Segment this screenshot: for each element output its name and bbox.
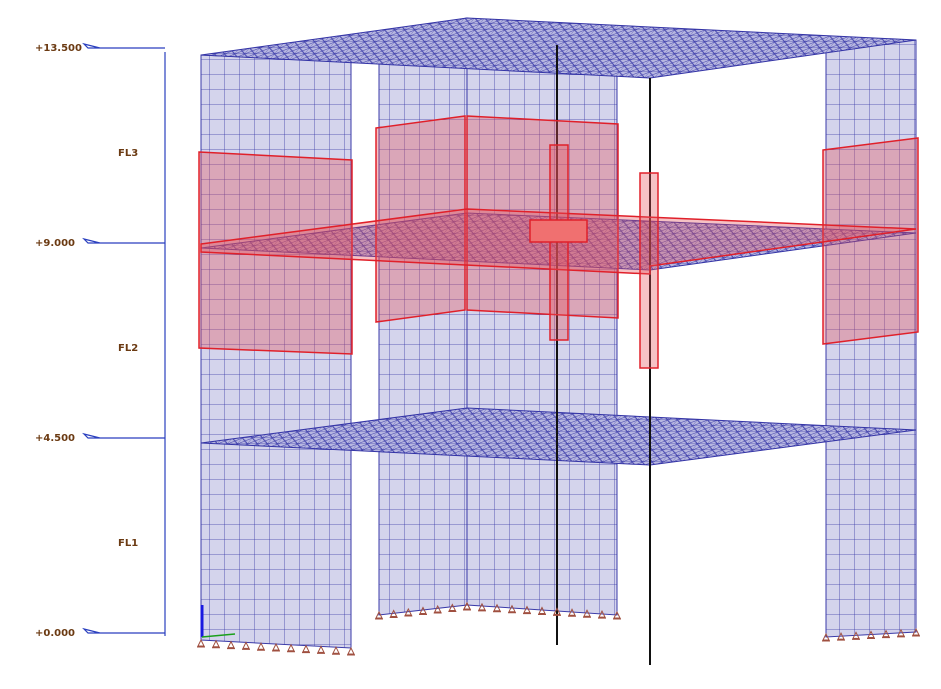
selection [198,115,919,369]
selected-block [529,219,588,243]
support [317,645,325,654]
support [272,642,280,652]
level-label: +0.000 [35,628,75,639]
support [375,610,383,620]
labels: +13.500 +9.000 +4.500 +0.000 FL3 FL2 FL1 [35,43,138,639]
support [613,610,621,620]
support [242,641,250,650]
floor-label: FL3 [118,148,138,159]
level-marker [82,432,165,439]
support [508,604,516,614]
support [287,643,295,653]
support [478,602,486,612]
support [568,608,576,617]
support [837,632,845,641]
level-label: +9.000 [35,238,75,249]
slab [200,407,917,466]
support [257,642,265,651]
support [822,632,830,642]
support [897,628,905,638]
slab [200,17,917,79]
support [538,606,546,615]
support [867,630,875,639]
support [389,609,398,618]
level-marker [82,627,165,634]
supports [197,601,920,656]
support [448,603,457,612]
support [852,631,860,640]
support [212,639,220,649]
selected-column [639,172,659,369]
support [493,603,501,613]
support [553,607,561,616]
level-marker [82,42,165,49]
level-marker [82,237,165,244]
floor-label: FL2 [118,343,138,354]
support [583,609,591,618]
level-label: +4.500 [35,433,75,444]
support [912,627,920,637]
support [227,640,235,650]
support [598,609,606,619]
level-label: +13.500 [35,43,82,54]
axis-y [201,633,236,638]
floor-label: FL1 [118,538,138,549]
selected-panel [822,137,919,345]
support [419,606,427,615]
support [197,638,205,648]
level-bracket [82,42,166,636]
selected-panel [375,115,466,323]
slabs [200,17,917,466]
support [302,644,310,654]
axes-icon [200,605,236,638]
support [882,629,890,639]
support [463,601,471,611]
support [332,646,340,655]
support [523,605,531,615]
support [404,607,413,617]
support [347,646,355,656]
support [433,604,442,614]
selected-panel [198,151,353,355]
